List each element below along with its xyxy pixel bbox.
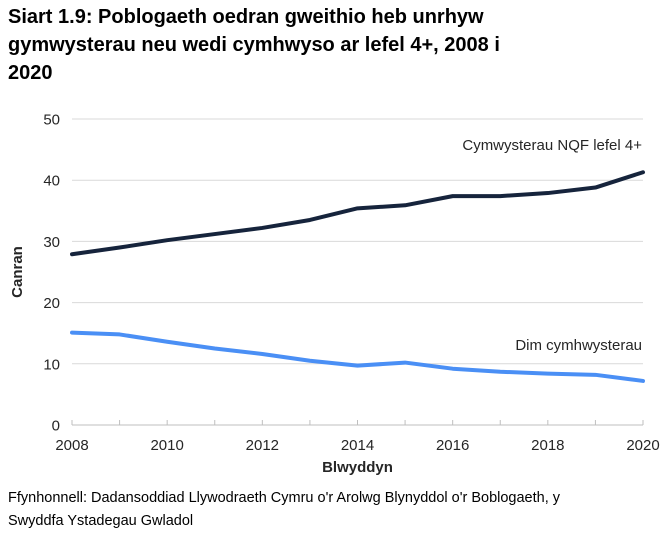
y-tick-label: 30 [43, 234, 60, 251]
y-tick-label: 20 [43, 295, 60, 312]
x-tick-label: 2008 [55, 437, 88, 454]
x-tick-label: 2014 [341, 437, 374, 454]
source-note: Ffynhonnell: Dadansoddiad Llywodraeth Cy… [8, 490, 561, 529]
x-tick-label: 2018 [531, 437, 564, 454]
y-tick-label: 10 [43, 356, 60, 373]
chart-title: Siart 1.9: Poblogaeth oedran gweithio he… [8, 6, 500, 84]
x-axis-title: Blwyddyn [322, 459, 393, 476]
series-label: Cymwysterau NQF lefel 4+ [462, 137, 642, 154]
series-line [70, 330, 645, 383]
series-label: Dim cymhwysterau [515, 337, 642, 354]
series-line [70, 170, 645, 257]
x-tick-label: 2016 [436, 437, 469, 454]
y-tick-label: 0 [52, 418, 60, 435]
x-tick-label: 2010 [150, 437, 183, 454]
line-chart: 0 10 20 30 40 50 2008 2010 2012 2014 2016 2018 2020 C… [9, 112, 660, 477]
y-tick-label: 50 [43, 112, 60, 129]
y-tick-label: 40 [43, 173, 60, 190]
x-tick-label: 2012 [246, 437, 279, 454]
x-tick-label: 2020 [626, 437, 659, 454]
y-axis-title: Canran [9, 246, 26, 298]
